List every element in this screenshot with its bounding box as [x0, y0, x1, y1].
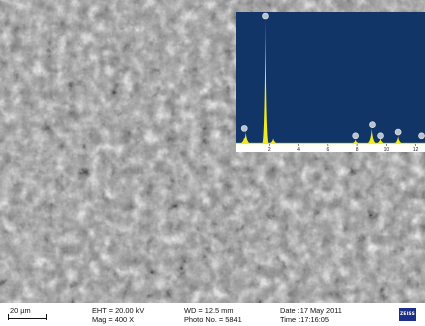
- eds-peak-marker: [240, 125, 248, 132]
- date-value: Date :17 May 2011: [280, 306, 342, 315]
- eds-tick-label: 6: [326, 147, 329, 152]
- eds-background: [236, 12, 425, 152]
- mag-value: Mag = 400 X: [92, 315, 135, 324]
- eds-peak-marker: [369, 121, 376, 128]
- eds-tick-label: 4: [297, 147, 300, 152]
- eds-peak-marker: [262, 12, 269, 20]
- scale-bar-left-tick: [8, 314, 9, 320]
- eds-tick-label: 10: [384, 147, 390, 152]
- scale-bar: [8, 318, 46, 319]
- eds-peak: [375, 138, 386, 144]
- eds-tick-label: 8: [356, 147, 359, 152]
- time-value: Time :17:16:05: [280, 315, 330, 324]
- eds-peak-marker: [394, 128, 402, 136]
- zeiss-logo: ZEISS: [399, 308, 416, 321]
- eds-peak: [392, 136, 404, 144]
- eds-peaks: [238, 20, 404, 144]
- eds-spectrum-inset: 2 4 6 8 10 12: [236, 12, 425, 152]
- eds-tick-label: 2: [268, 147, 271, 152]
- eds-peak: [267, 138, 279, 144]
- eds-peak: [262, 20, 269, 144]
- eds-tick-label: 12: [413, 147, 419, 152]
- eds-axis-strip: [236, 144, 425, 152]
- scale-bar-right-tick: [46, 314, 47, 320]
- eds-markers: [240, 12, 425, 140]
- eds-peak-marker: [377, 132, 384, 140]
- eds-peak: [366, 128, 377, 144]
- photo-number: Photo No. = 5841: [184, 315, 242, 324]
- wd-value: WD = 12.5 mm: [184, 306, 234, 315]
- eds-peak-marker: [352, 132, 359, 140]
- eds-peak: [238, 137, 250, 144]
- eds-peak-marker: [418, 132, 425, 140]
- eht-value: EHT = 20.00 kV: [92, 306, 145, 315]
- scale-bar-label: 20 µm: [10, 306, 31, 315]
- eds-peak: [240, 132, 251, 144]
- info-bar: 20 µm EHT = 20.00 kV Mag = 400 X WD = 12…: [0, 303, 425, 326]
- eds-peak: [350, 139, 361, 144]
- eds-ticks: 2 4 6 8 10 12: [268, 144, 419, 152]
